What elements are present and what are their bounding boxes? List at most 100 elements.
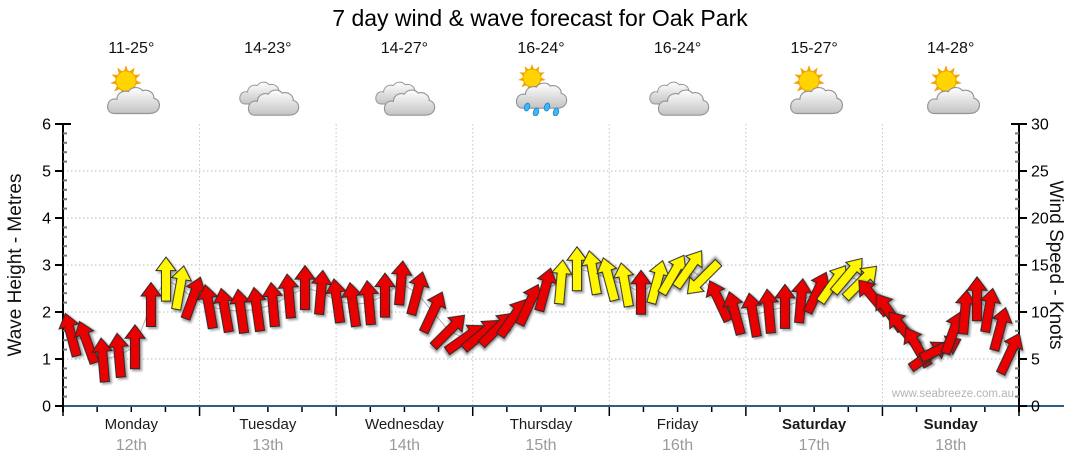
wind-arrow [686, 258, 723, 295]
wind-arrow [155, 256, 177, 302]
day-forecast-thursday: 16-24° [493, 40, 589, 116]
wind-axis-tick-label: 30 [1031, 117, 1049, 134]
wind-arrow [429, 314, 466, 351]
temperature-range-label: 14-23° [244, 40, 292, 57]
wind-speed-axis-title: Wind Speed - Knots [1045, 180, 1066, 350]
wind-arrow [918, 335, 962, 363]
temperature-range-label: 11-25° [108, 40, 155, 57]
wind-arrow [107, 332, 130, 379]
temperature-range-label: 15-27° [790, 40, 838, 57]
wind-axis-tick-label: 5 [1031, 352, 1040, 369]
wind-arrow [966, 275, 988, 322]
chart-title: 7 day wind & wave forecast for Oak Park [332, 5, 748, 31]
watermark: www.seabreeze.com.au [891, 388, 1014, 400]
day-forecast-friday: 16-24° [630, 40, 726, 116]
wind-arrow [550, 259, 573, 305]
wave-axis-tick-label: 5 [42, 164, 51, 181]
wave-axis-tick-label: 3 [42, 258, 51, 275]
day-date-label: 14th [388, 437, 420, 454]
wind-arrow [829, 257, 863, 296]
day-date-label: 17th [798, 437, 830, 454]
wind-arrow [261, 281, 284, 328]
wind-axis-tick-label: 0 [1031, 399, 1040, 416]
wind-arrow [406, 271, 430, 317]
wind-arrow [705, 279, 734, 324]
wave-axis-tick-label: 2 [42, 305, 51, 322]
wave-axis-tick-label: 4 [42, 211, 51, 228]
wave-height-axis-title: Wave Height - Metres [5, 173, 26, 357]
wave-axis-tick-label: 6 [42, 117, 51, 134]
weather-icon-clouds [375, 81, 436, 116]
day-name-label: Tuesday [239, 416, 297, 433]
day-name-label: Saturday [782, 416, 847, 433]
wind-arrow [774, 283, 796, 329]
temperature-range-label: 16-24° [517, 40, 565, 57]
day-label-wednesday: Wednesday 14th [344, 416, 464, 455]
wind-arrow [91, 337, 114, 383]
day-name-label: Wednesday [364, 416, 444, 433]
wind-arrow [196, 283, 219, 330]
day-forecast-sunday: 14-28° [903, 40, 999, 116]
temperature-range-label: 14-27° [380, 40, 429, 57]
temperature-range-label: 16-24° [653, 40, 702, 57]
wind-arrow [294, 264, 316, 311]
wind-arrow [630, 269, 652, 315]
weather-icon-sun-cloud [926, 65, 980, 115]
wind-arrow [979, 287, 1002, 334]
wind-arrow [790, 277, 813, 324]
wind-arrow [58, 312, 82, 358]
day-label-friday: Friday 16th [618, 416, 738, 455]
wind-arrow [740, 292, 763, 338]
wind-arrow [566, 245, 588, 292]
weather-icon-sun-cloud-rain [515, 64, 568, 116]
day-name-label: Sunday [923, 416, 978, 433]
day-date-label: 12th [115, 437, 147, 454]
wind-arrow [671, 250, 703, 291]
day-name-label: Thursday [509, 416, 573, 433]
temperature-range-label: 14-28° [927, 40, 975, 57]
weather-icon-clouds [239, 81, 300, 116]
wind-axis-tick-label: 20 [1031, 211, 1049, 228]
wind-arrow [325, 278, 347, 324]
wind-arrow [757, 288, 780, 334]
day-forecast-saturday: 15-27° [766, 40, 862, 116]
wind-arrow [277, 273, 300, 319]
wind-arrow [722, 290, 746, 336]
wind-arrow [418, 291, 447, 335]
wind-arrow [580, 250, 603, 296]
day-name-label: Monday [104, 416, 158, 433]
wind-axis-tick-label: 10 [1031, 305, 1049, 322]
day-label-sunday: Sunday 18th [891, 416, 1011, 455]
wind-arrow [73, 320, 100, 365]
wave-axis-tick-label: 1 [42, 352, 51, 369]
wind-arrow [390, 260, 413, 306]
day-date-label: 15th [525, 437, 557, 454]
day-forecast-wednesday: 14-27° [356, 40, 452, 116]
wind-arrow [357, 279, 380, 326]
day-date-label: 18th [935, 437, 967, 454]
weather-icon-clouds [648, 81, 709, 116]
wind-arrow [612, 262, 635, 308]
day-date-label: 16th [661, 437, 694, 454]
day-label-saturday: Saturday 17th [754, 416, 874, 455]
wind-arrow [170, 265, 193, 311]
day-forecast-tuesday: 14-23° [220, 40, 316, 116]
wind-axis-tick-label: 15 [1031, 258, 1049, 275]
wind-arrow [989, 306, 1013, 352]
day-date-label: 13th [252, 437, 284, 454]
wave-axis-tick-label: 0 [42, 399, 51, 416]
wind-axis-tick-label: 25 [1031, 164, 1049, 181]
day-label-thursday: Thursday 15th [481, 416, 601, 455]
wind-arrow [140, 281, 162, 327]
day-name-label: Friday [656, 416, 699, 433]
weather-icon-sun-cloud [107, 65, 161, 115]
wind-arrow [245, 286, 267, 333]
wind-arrow [374, 272, 396, 318]
weather-icon-sun-cloud [790, 65, 844, 115]
day-label-tuesday: Tuesday 13th [208, 416, 328, 455]
wind-arrow [596, 257, 620, 303]
wind-arrow [995, 332, 1024, 376]
day-label-monday: Monday 12th [71, 416, 191, 455]
